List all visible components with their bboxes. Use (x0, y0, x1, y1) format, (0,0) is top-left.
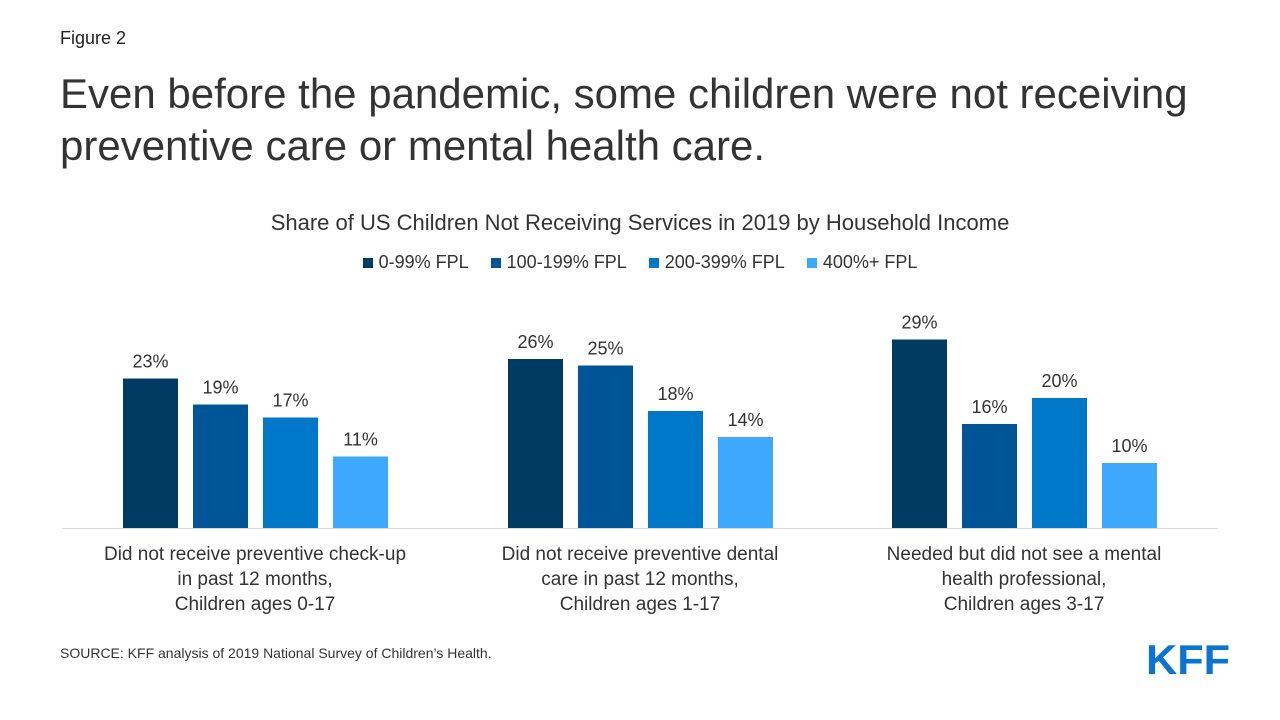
chart-title: Share of US Children Not Receiving Servi… (270, 210, 1010, 235)
category-label: Did not receive preventive check-up (104, 544, 406, 565)
legend-label: 400%+ FPL (822, 252, 918, 272)
legend: 0-99% FPL 100-199% FPL 200-399% FPL 400%… (0, 252, 1280, 273)
data-label: 18% (657, 384, 693, 404)
svg-text:KFF: KFF (1146, 638, 1230, 678)
bar (718, 437, 773, 528)
legend-item-100-199-fpl: 100-199% FPL (490, 252, 627, 273)
legend-swatch-200-399-fpl (648, 257, 659, 268)
bar (1032, 398, 1087, 528)
bar (333, 456, 388, 528)
data-label: 26% (517, 332, 553, 352)
bar (962, 424, 1017, 528)
data-label: 19% (202, 378, 238, 398)
data-label: 20% (1041, 371, 1077, 391)
bar-chart: 23% 26% 29% 19% 25% 16% 17% 18% 20% 11% 14% 10% Did … (62, 313, 1218, 615)
kff-logo: KFF (1146, 638, 1230, 678)
bar (892, 339, 947, 528)
legend-item-400-plus-fpl: 400%+ FPL (806, 252, 918, 273)
bar (263, 417, 318, 528)
data-label: 23% (132, 352, 168, 372)
legend-swatch-0-99-fpl (362, 257, 373, 268)
bar (508, 359, 563, 528)
category-label: care in past 12 months, (541, 569, 739, 590)
data-label: 25% (587, 339, 623, 359)
headline: Even before the pandemic, some children … (60, 70, 1188, 169)
legend-swatch-400-plus-fpl (806, 257, 817, 268)
legend-label: 0-99% FPL (378, 252, 469, 272)
category-label: Children ages 1-17 (560, 594, 721, 615)
legend-label: 100-199% FPL (506, 252, 627, 272)
category-label: health professional, (942, 569, 1107, 590)
data-label: 10% (1111, 436, 1147, 456)
legend-label: 200-399% FPL (664, 252, 785, 272)
bar (648, 411, 703, 528)
category-label: Needed but did not see a mental (887, 544, 1162, 565)
data-label: 14% (727, 410, 763, 430)
bar (578, 365, 633, 528)
category-label: Children ages 3-17 (944, 594, 1105, 615)
category-label: Did not receive preventive dental (502, 544, 779, 565)
category-label: Children ages 0-17 (175, 594, 336, 615)
legend-item-200-399-fpl: 200-399% FPL (648, 252, 785, 273)
figure-label: Figure 2 (60, 28, 127, 48)
bar (1102, 463, 1157, 528)
legend-item-0-99-fpl: 0-99% FPL (362, 252, 469, 273)
bar (193, 404, 248, 528)
category-label: in past 12 months, (177, 569, 332, 590)
data-label: 29% (901, 313, 937, 333)
bar (123, 378, 178, 528)
source-note: SOURCE: KFF analysis of 2019 National Su… (60, 645, 492, 661)
data-label: 11% (343, 430, 378, 450)
legend-swatch-100-199-fpl (490, 257, 501, 268)
data-label: 16% (971, 397, 1007, 417)
data-label: 17% (272, 391, 308, 411)
